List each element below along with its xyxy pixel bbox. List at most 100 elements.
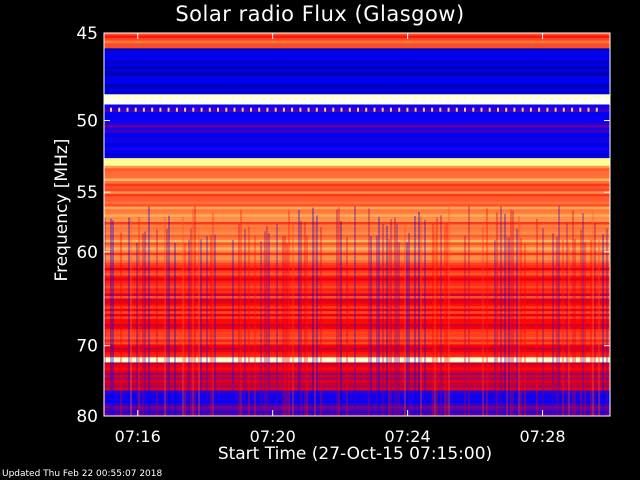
spectrogram-row (104, 265, 610, 269)
spectrogram-row (104, 122, 610, 126)
spectrogram-row (104, 201, 610, 205)
spectrogram-row (104, 301, 610, 305)
spectrogram-row (104, 382, 610, 386)
spectrogram-row (104, 372, 610, 376)
spectrogram-row (104, 112, 610, 116)
spectrogram-row (104, 53, 610, 57)
spectrogram-row (104, 216, 610, 220)
spectrogram-streak (346, 236, 348, 416)
spectrogram-row (104, 357, 610, 361)
spectrogram-streak (482, 227, 484, 416)
spectrogram-row (104, 170, 610, 175)
spectrogram-row (104, 91, 610, 95)
spectrogram-streak (598, 240, 600, 416)
spectrogram-spike (546, 107, 549, 112)
spectrogram-row (104, 73, 610, 77)
spectrogram-streak (266, 225, 268, 416)
spectrogram-streak (254, 235, 256, 416)
spectrogram-streak (338, 207, 340, 416)
spectrogram-row (104, 188, 610, 192)
spectrogram-spike (381, 107, 384, 112)
spectrogram-row (104, 260, 610, 264)
spectrogram-row (104, 86, 610, 90)
spectrogram-row (104, 247, 610, 251)
spectrogram-spike (225, 107, 228, 112)
spectrogram-row (104, 137, 610, 141)
spectrogram-streak (420, 216, 422, 416)
spectrogram-row (104, 66, 610, 70)
spectrogram-row (104, 89, 610, 93)
spectrogram-streak (284, 235, 286, 416)
spectrogram-streak (340, 221, 342, 416)
spectrogram-streak (572, 210, 574, 416)
spectrogram-row (104, 234, 610, 238)
spectrogram-row (104, 145, 610, 149)
spectrogram-streak (130, 218, 132, 416)
spectrogram-streak (182, 216, 184, 416)
spectrogram-spike (365, 107, 368, 112)
spectrogram-streak (404, 226, 406, 416)
spectrogram-row (104, 270, 610, 274)
spectrogram-spike (266, 107, 269, 112)
spectrogram-row (104, 359, 610, 363)
spectrogram-row (104, 214, 610, 218)
spectrogram-row (104, 204, 610, 208)
spectrogram-streak (504, 214, 506, 416)
y-axis-label: Frequency [MHz] (52, 138, 72, 282)
spectrogram-spike (332, 107, 335, 112)
spectrogram-streak (602, 234, 604, 416)
spectrogram-streak (128, 217, 130, 416)
spectrogram-row (104, 219, 610, 223)
spectrogram-row (104, 206, 610, 210)
spectrogram-streak (376, 235, 378, 416)
spectrogram-spike (324, 107, 327, 112)
spectrogram-spike (167, 107, 170, 112)
spectrogram-spike (497, 107, 499, 112)
spectrogram-spike (340, 107, 343, 112)
spectrogram-row (104, 316, 610, 320)
spectrogram-row (104, 186, 610, 190)
spectrogram-spike (282, 107, 285, 112)
spectrogram-row (104, 395, 610, 399)
spectrogram-spike (151, 107, 154, 112)
spectrogram-spike (291, 107, 294, 112)
spectrogram-streak (562, 239, 564, 416)
chart-title: Solar radio Flux (Glasgow) (175, 2, 465, 26)
spectrogram-row (104, 308, 610, 312)
spectrogram-row (104, 237, 610, 241)
spectrogram-row (104, 278, 610, 282)
spectrogram-row (104, 173, 610, 177)
spectrogram-streak (436, 217, 438, 416)
spectrogram-streak (238, 224, 240, 416)
spectrogram-streak (506, 236, 508, 416)
spectrogram-row (104, 242, 610, 246)
spectrogram-row (104, 227, 610, 231)
spectrogram-streak (144, 231, 146, 416)
spectrogram-spike (587, 107, 590, 112)
spectrogram-spike (159, 107, 162, 112)
spectrogram-spike (571, 107, 574, 112)
spectrogram-streak (194, 206, 196, 416)
spectrogram-streak (300, 220, 302, 416)
spectrogram-spike (562, 107, 565, 112)
spectrogram-row (104, 63, 610, 67)
spectrogram-row (104, 191, 610, 195)
spectrogram-spike (398, 107, 401, 112)
spectrogram-streak (606, 228, 608, 416)
spectrogram-spike (480, 107, 483, 112)
spectrogram-row (104, 410, 610, 415)
spectrogram-spike (472, 107, 475, 112)
y-tick-label: 55 (76, 183, 98, 203)
spectrogram-streak (148, 206, 150, 416)
spectrogram-streak (248, 226, 250, 416)
x-axis-label: Start Time (27-Oct-15 07:15:00) (217, 444, 493, 464)
spectrogram-row (104, 224, 610, 228)
spectrogram-streak (212, 212, 214, 416)
spectrogram-row (104, 380, 610, 384)
spectrogram-row (104, 99, 610, 103)
spectrogram-row (104, 375, 610, 379)
spectrogram-streak (512, 210, 514, 416)
spectrogram-streak (110, 218, 112, 416)
spectrogram-row (104, 293, 610, 297)
